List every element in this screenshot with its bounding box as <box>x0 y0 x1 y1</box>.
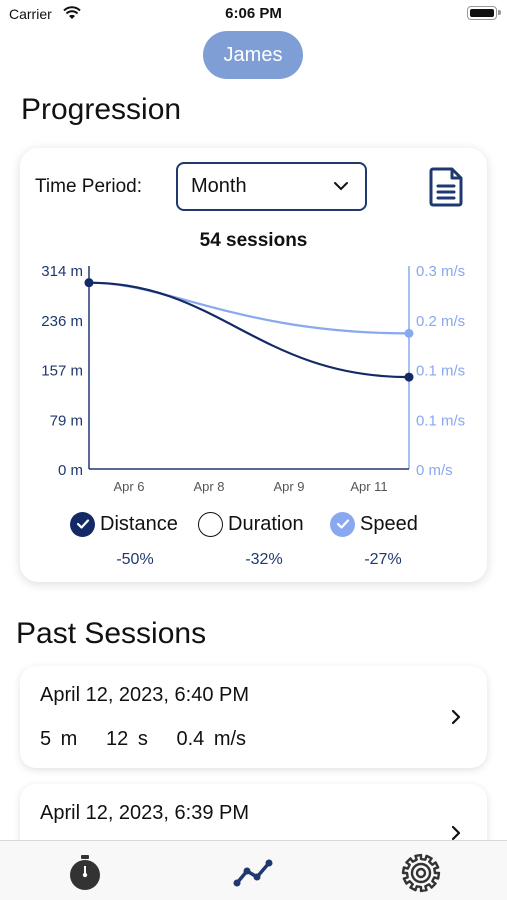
x-axis-tick-label: Apr 6 <box>113 479 144 494</box>
gear-icon[interactable] <box>401 853 441 893</box>
time-period-label: Time Period: <box>35 176 142 197</box>
legend-change-percent: -32% <box>245 551 283 568</box>
legend-label: Speed <box>360 512 418 535</box>
right-axis-tick-label: 0.3 m/s <box>416 263 465 280</box>
checkmark-circle-icon <box>330 511 355 537</box>
legend-toggle-distance[interactable]: Distance <box>70 508 178 540</box>
progression-card: Time Period: Month 54 sessions 314 m 236 … <box>20 148 487 582</box>
right-axis-tick-label: 0.2 m/s <box>416 313 465 330</box>
legend-toggle-speed[interactable]: Speed <box>330 508 418 540</box>
page-title: Progression <box>21 93 182 126</box>
status-bar: Carrier 6:06 PM <box>0 0 507 28</box>
right-axis-tick-label: 0 m/s <box>416 462 453 479</box>
sessions-count: 54 sessions <box>199 230 308 251</box>
chevron-right-icon <box>451 825 461 841</box>
wifi-icon <box>63 6 81 19</box>
progress-chart-icon[interactable] <box>233 853 273 893</box>
session-date: April 12, 2023, 6:40 PM <box>40 684 250 706</box>
series-line-speed <box>88 281 410 335</box>
left-axis-tick-label: 314 m <box>41 263 83 280</box>
carrier-label: Carrier <box>9 6 52 22</box>
legend-toggle-duration[interactable]: Duration <box>198 508 304 540</box>
checkmark-circle-icon <box>70 511 95 537</box>
chevron-right-icon <box>451 709 461 725</box>
x-axis-tick-label: Apr 11 <box>350 479 387 494</box>
left-axis-tick-label: 236 m <box>41 313 83 330</box>
right-axis-tick-label: 0.1 m/s <box>416 412 465 429</box>
left-axis-tick-label: 157 m <box>41 363 83 380</box>
left-axis-tick-label: 0 m <box>58 462 83 479</box>
right-axis-tick-label: 0.1 m/s <box>416 363 465 380</box>
session-card[interactable]: April 12, 2023, 6:40 PM 5 m 12 s 0.4 m/s <box>20 666 487 768</box>
x-axis-tick-label: Apr 9 <box>273 479 304 494</box>
battery-icon <box>467 6 501 20</box>
time-period-value: Month <box>191 175 247 197</box>
user-button[interactable]: James <box>203 31 303 79</box>
stopwatch-icon[interactable] <box>65 853 105 893</box>
x-axis-tick-label: Apr 8 <box>193 479 224 494</box>
session-date: April 12, 2023, 6:39 PM <box>40 802 250 824</box>
series-line-distance <box>88 281 410 379</box>
tab-bar <box>0 840 507 900</box>
legend-label: Distance <box>100 512 178 535</box>
session-stats: 5 m 12 s 0.4 m/s <box>40 728 247 750</box>
chevron-down-icon <box>334 182 348 191</box>
time-period-select[interactable]: Month <box>176 162 367 211</box>
clock: 6:06 PM <box>225 5 282 22</box>
progression-chart: 314 m 236 m 157 m 79 m 0 m 0.3 m/s 0.2 m/s 0.1 … <box>41 263 465 494</box>
empty-circle-icon <box>198 511 223 537</box>
data-point-distance <box>84 278 94 288</box>
chart-legend: Distance -50% Duration -32% Speed -27% <box>20 508 487 568</box>
legend-change-percent: -50% <box>116 551 154 568</box>
report-document-icon[interactable] <box>428 166 464 208</box>
data-point-distance <box>404 372 414 382</box>
left-axis-tick-label: 79 m <box>50 412 83 429</box>
legend-label: Duration <box>228 512 304 535</box>
past-sessions-title: Past Sessions <box>16 617 207 650</box>
legend-change-percent: -27% <box>364 551 402 568</box>
data-point-speed <box>404 328 414 338</box>
